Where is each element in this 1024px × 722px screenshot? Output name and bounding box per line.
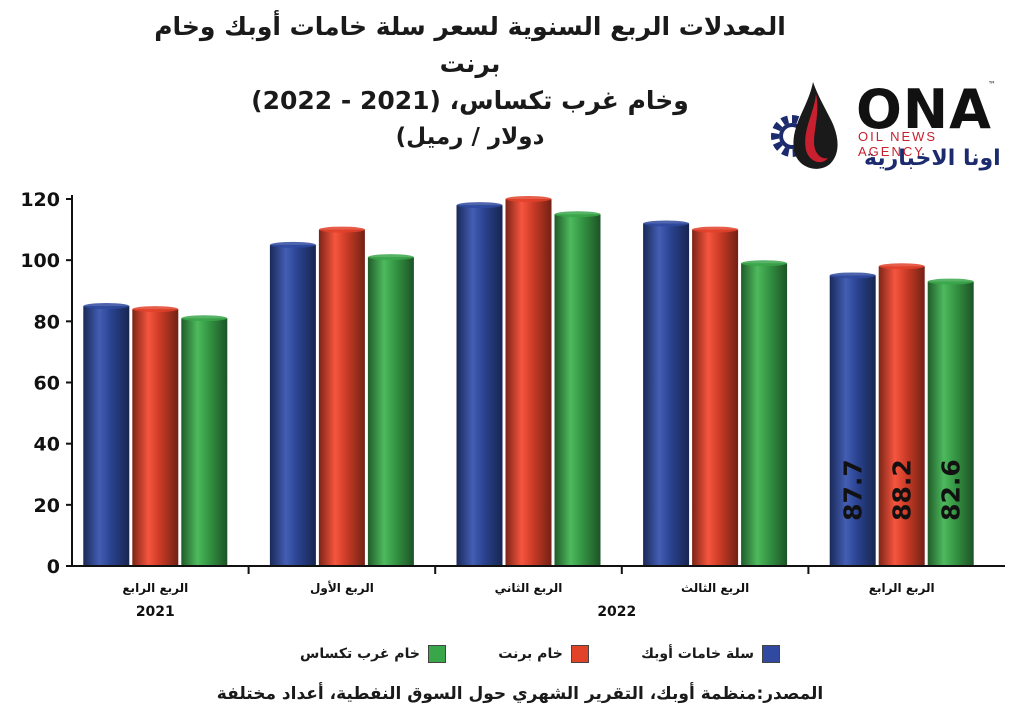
legend-item-wti: خام غرب تكساس [300, 645, 446, 663]
bar-2-0 [181, 318, 228, 566]
category-label-3: الربع الثالث [681, 581, 749, 595]
y-tick-label-0: 0 [47, 556, 60, 578]
legend-item-opec: سلة خامات أوبك [641, 645, 780, 663]
bar-cap-0-1 [269, 241, 316, 248]
legend-item-brent: خام برنت [498, 645, 589, 663]
bar-cap-2-0 [181, 315, 228, 322]
y-tick-label-2: 40 [34, 434, 60, 456]
category-label-1: الربع الأول [310, 580, 374, 596]
bar-cap-2-1 [367, 254, 414, 261]
bar-1-0 [132, 309, 179, 566]
legend-label-wti: خام غرب تكساس [300, 646, 420, 662]
bar-1-3 [692, 229, 739, 567]
y-tick-label-3: 60 [34, 373, 60, 395]
bar-cap-1-0 [132, 306, 179, 313]
bar-cap-2-4 [927, 278, 974, 285]
bar-2-2 [554, 214, 601, 566]
bar-cap-2-3 [741, 260, 788, 267]
bar-2-4 [927, 281, 974, 566]
logo-arabic-name: اونا الاخبارية [864, 146, 1001, 171]
logo-trademark: ™ [988, 80, 996, 89]
bar-0-0 [83, 306, 130, 566]
bar-cap-0-3 [643, 220, 690, 227]
source-note: المصدر:منظمة أوبك، التقرير الشهري حول ال… [216, 684, 824, 704]
title-line-2: وخام غرب تكساس، (2021 - 2022) [251, 86, 689, 115]
data-label-1: 88.2 [888, 459, 917, 521]
bar-cap-1-4 [878, 263, 925, 270]
year-label-2022: 2022 [597, 604, 636, 620]
bar-2-3 [741, 263, 788, 566]
y-tick-label-6: 120 [20, 189, 60, 211]
bar-1-2 [505, 199, 552, 566]
legend-label-opec: سلة خامات أوبك [641, 646, 754, 662]
legend: سلة خامات أوبك خام برنت خام غرب تكساس [300, 640, 780, 668]
y-tick-label-5: 100 [20, 250, 60, 272]
legend-label-brent: خام برنت [498, 646, 563, 662]
title-line-1: المعدلات الربع السنوية لسعر سلة خامات أو… [154, 12, 786, 78]
y-tick-label-4: 80 [34, 311, 60, 333]
category-label-2: الربع الثاني [495, 581, 563, 595]
bar-0-4 [829, 275, 876, 566]
data-label-0: 87.7 [839, 459, 868, 521]
title-line-3: دولار / رميل) [395, 124, 545, 150]
bar-cap-0-2 [456, 202, 503, 209]
legend-swatch-brent [570, 645, 589, 663]
bar-2-1 [367, 257, 414, 566]
logo-tagline: OIL NEWS AGENCY [858, 129, 938, 159]
category-label-4: الربع الرابع [869, 581, 935, 595]
chart-title: المعدلات الربع السنوية لسعر سلة خامات أو… [150, 8, 790, 156]
bar-1-4 [878, 266, 925, 566]
bar-0-2 [456, 205, 503, 566]
bar-cap-0-0 [83, 303, 130, 310]
ona-logo: ONA ™ OIL NEWS AGENCY اونا الاخبارية [768, 78, 1008, 178]
bar-cap-1-3 [692, 226, 739, 233]
bar-cap-1-2 [505, 196, 552, 202]
bar-cap-1-1 [318, 226, 365, 233]
oil-drop-gear-icon [771, 82, 838, 169]
bar-1-1 [318, 229, 365, 567]
category-label-0: الربع الرابع [122, 581, 188, 595]
bar-0-3 [643, 223, 690, 566]
logo-wordmark: ONA [856, 78, 992, 141]
year-label-2021: 2021 [136, 604, 175, 620]
bar-cap-0-4 [829, 272, 876, 279]
bar-0-1 [269, 244, 316, 566]
y-tick-label-1: 20 [34, 495, 60, 517]
legend-swatch-wti [427, 645, 446, 663]
bar-cap-2-2 [554, 211, 601, 218]
legend-swatch-opec [762, 645, 780, 663]
data-label-2: 82.6 [937, 459, 966, 521]
